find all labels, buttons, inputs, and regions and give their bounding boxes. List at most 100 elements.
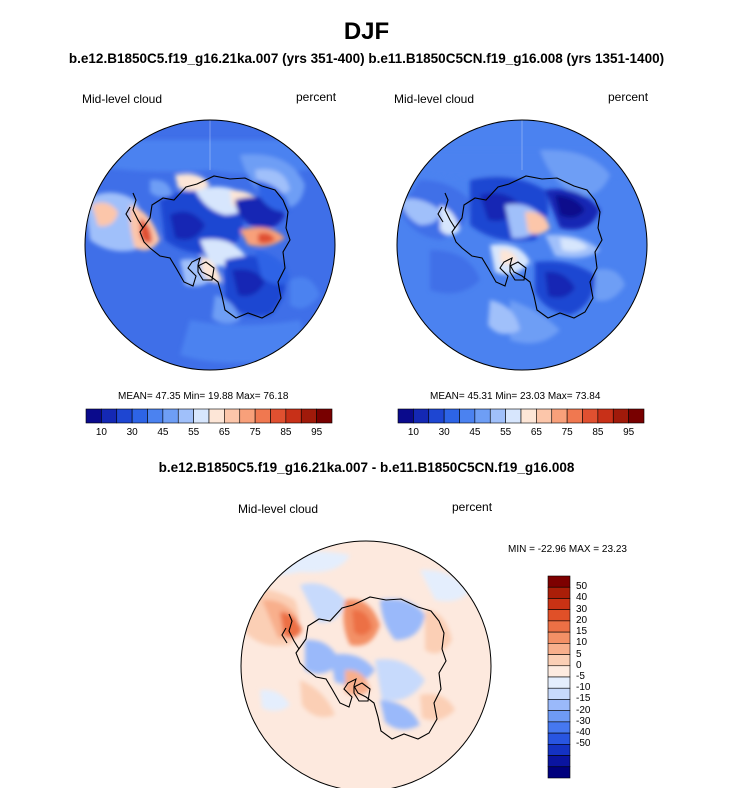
colorbar-difference-tick: -5	[576, 671, 585, 682]
right-panel-label: Mid-level cloud	[394, 92, 475, 106]
colorbar-right-tick: 10	[407, 427, 419, 438]
colorbar-difference-tick: -50	[576, 738, 591, 750]
colorbar-difference-tick: 5	[576, 648, 582, 660]
colorbar-difference-swatch	[547, 586, 571, 599]
left-panel-stats: MEAN= 47.35 Min= 19.88 Max= 76.18	[118, 391, 289, 402]
colorbar-left-tick: 65	[218, 427, 230, 438]
colorbar-left-swatch	[131, 408, 148, 424]
colorbar-difference-tick: 20	[576, 614, 588, 626]
colorbar-left-tick: 45	[157, 427, 169, 438]
map-right	[396, 119, 648, 371]
colorbar-difference-swatch	[547, 575, 571, 588]
colorbar-left-tick: 10	[95, 427, 107, 438]
left-panel-label: Mid-level cloud	[82, 92, 163, 106]
colorbar-left-tick: 85	[280, 427, 292, 438]
colorbar-right-swatch	[459, 408, 476, 424]
colorbar-left-swatch	[254, 408, 271, 424]
colorbar-right-tick: 85	[592, 427, 604, 438]
colorbar-right-swatch	[428, 408, 445, 424]
colorbar-right-tick: 30	[438, 427, 450, 438]
colorbar-right	[397, 408, 645, 424]
colorbar-right-swatch	[551, 408, 568, 424]
right-panel-stats: MEAN= 45.31 Min= 23.03 Max= 73.84	[430, 391, 601, 402]
colorbar-left-tick: 95	[311, 427, 323, 438]
colorbar-difference-swatch	[547, 665, 571, 678]
colorbar-right-tick: 55	[500, 427, 512, 438]
colorbar-left-swatch	[101, 408, 118, 424]
colorbar-left-swatch	[208, 408, 225, 424]
figure-subtitle: b.e12.B1850C5.f19_g16.21ka.007 (yrs 351-…	[68, 51, 665, 66]
colorbar-difference-swatch	[547, 721, 571, 734]
colorbar-right-swatch	[597, 408, 614, 424]
colorbar-difference-tick: 30	[576, 603, 588, 615]
colorbar-difference-swatch	[547, 766, 571, 779]
right-panel-units: percent	[608, 90, 649, 104]
colorbar-right-swatch	[474, 408, 491, 424]
colorbar-left-swatch	[162, 408, 179, 424]
colorbar-left-swatch	[85, 408, 102, 424]
left-panel-units: percent	[296, 90, 337, 104]
map-difference	[240, 540, 492, 788]
colorbar-difference-swatch	[547, 699, 571, 711]
colorbar-left-swatch	[285, 408, 302, 424]
colorbar-difference-tick: 40	[576, 592, 588, 604]
colorbar-right-tick: 75	[561, 427, 573, 438]
colorbar-right-swatch	[443, 408, 460, 424]
colorbar-left-swatch	[239, 408, 256, 424]
colorbar-difference-swatch	[547, 687, 571, 700]
colorbar-difference-tick: -10	[576, 682, 591, 694]
colorbar-difference-swatch	[547, 631, 571, 644]
colorbar-difference-swatch	[547, 710, 571, 723]
colorbar-difference	[547, 575, 571, 779]
colorbar-right-tick: 95	[623, 427, 635, 438]
colorbar-left-tick: 75	[249, 427, 261, 438]
colorbar-difference-swatch	[547, 732, 571, 745]
difference-panel-units: percent	[452, 500, 493, 514]
colorbar-difference-tick: -30	[576, 715, 591, 727]
colorbar-right-tick: 65	[530, 427, 542, 438]
colorbar-right-swatch	[582, 408, 599, 424]
colorbar-difference-swatch	[547, 609, 571, 622]
colorbar-difference-swatch	[547, 643, 571, 655]
colorbar-left-swatch	[270, 408, 287, 424]
colorbar-difference-tick: 10	[576, 637, 588, 649]
colorbar-right-swatch	[536, 408, 553, 424]
difference-panel-label: Mid-level cloud	[238, 502, 319, 516]
colorbar-right-swatch	[566, 408, 583, 424]
colorbar-right-tick: 45	[469, 427, 481, 438]
colorbar-difference-swatch	[547, 620, 571, 633]
colorbar-left-swatch	[224, 408, 241, 424]
figure-title: DJF	[343, 18, 390, 45]
colorbar-difference-swatch	[547, 744, 571, 756]
colorbar-left-swatch	[116, 408, 133, 424]
colorbar-right-swatch	[520, 408, 537, 424]
colorbar-difference-tick: 15	[576, 626, 588, 638]
colorbar-right-swatch	[413, 408, 430, 424]
colorbar-right-swatch	[628, 408, 645, 424]
colorbar-difference-swatch	[547, 676, 571, 689]
colorbar-right-swatch	[612, 408, 629, 424]
colorbar-right-swatch	[489, 408, 506, 424]
colorbar-difference-swatch	[547, 755, 571, 768]
colorbar-left-swatch	[193, 408, 210, 424]
colorbar-left-tick: 55	[188, 427, 200, 438]
colorbar-left-swatch	[300, 408, 317, 424]
colorbar-left	[85, 408, 333, 424]
colorbar-difference-tick: -40	[576, 727, 591, 739]
colorbar-difference-swatch	[547, 654, 571, 667]
colorbar-difference-tick: -15	[576, 693, 591, 705]
colorbar-difference-tick: -20	[576, 704, 591, 716]
colorbar-left-tick: 30	[126, 427, 138, 438]
colorbar-right-swatch	[505, 408, 522, 424]
difference-title: b.e12.B1850C5.f19_g16.21ka.007 - b.e11.B…	[158, 460, 575, 475]
colorbar-difference-tick: 0	[576, 659, 582, 671]
colorbar-difference-tick: 50	[576, 581, 588, 593]
difference-minmax: MIN = -22.96 MAX = 23.23	[508, 544, 627, 555]
colorbar-left-swatch	[316, 408, 333, 424]
map-left	[84, 119, 336, 371]
colorbar-difference-swatch	[547, 598, 571, 610]
colorbar-left-swatch	[147, 408, 164, 424]
colorbar-left-swatch	[177, 408, 194, 424]
colorbar-right-swatch	[397, 408, 414, 424]
